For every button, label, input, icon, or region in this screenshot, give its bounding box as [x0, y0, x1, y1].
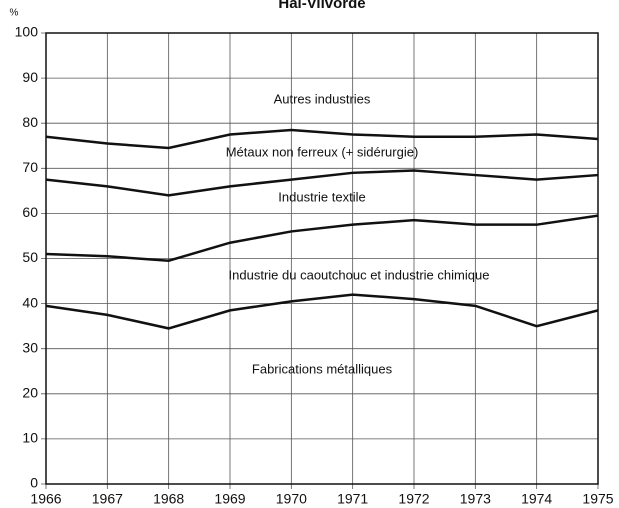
x-tick-label: 1975	[582, 491, 613, 507]
y-axis-label: %	[10, 8, 19, 19]
plot-frame	[45, 32, 599, 485]
x-tick-label: 1968	[153, 491, 184, 507]
area-label: Industrie du caoutchouc et industrie chi…	[229, 267, 490, 282]
x-tick-label: 1972	[398, 491, 429, 507]
series-line	[45, 214, 599, 263]
y-tick-label: 50	[22, 249, 38, 265]
y-tick-label: 10	[22, 430, 38, 446]
x-tick-label: 1967	[92, 491, 123, 507]
y-tick-label: 80	[22, 114, 38, 130]
area-label: Métaux non ferreux (+ sidérurgie)	[226, 144, 419, 159]
chart-title: Hal-Vilvorde	[278, 0, 365, 12]
y-tick-label: 40	[22, 294, 38, 310]
y-tick-label: 60	[22, 204, 38, 220]
y-tick-label: 100	[15, 24, 39, 40]
y-tick-label: 0	[30, 475, 38, 491]
y-tick-label: 30	[22, 339, 38, 355]
y-tick-label: 20	[22, 385, 38, 401]
x-tick-label: 1969	[214, 491, 245, 507]
area-label: Autres industries	[274, 91, 371, 106]
x-tick-label: 1974	[521, 491, 552, 507]
y-tick-label: 90	[22, 69, 38, 85]
x-tick-label: 1973	[460, 491, 491, 507]
series-line	[45, 128, 599, 150]
x-tick-label: 1966	[30, 491, 61, 507]
series-line	[45, 293, 599, 330]
area-label: Fabrications métalliques	[252, 361, 393, 376]
y-tick-label: 70	[22, 159, 38, 175]
area-label: Industrie textile	[278, 189, 365, 204]
series-line	[45, 169, 599, 197]
x-tick-label: 1970	[276, 491, 307, 507]
x-tick-label: 1971	[337, 491, 368, 507]
